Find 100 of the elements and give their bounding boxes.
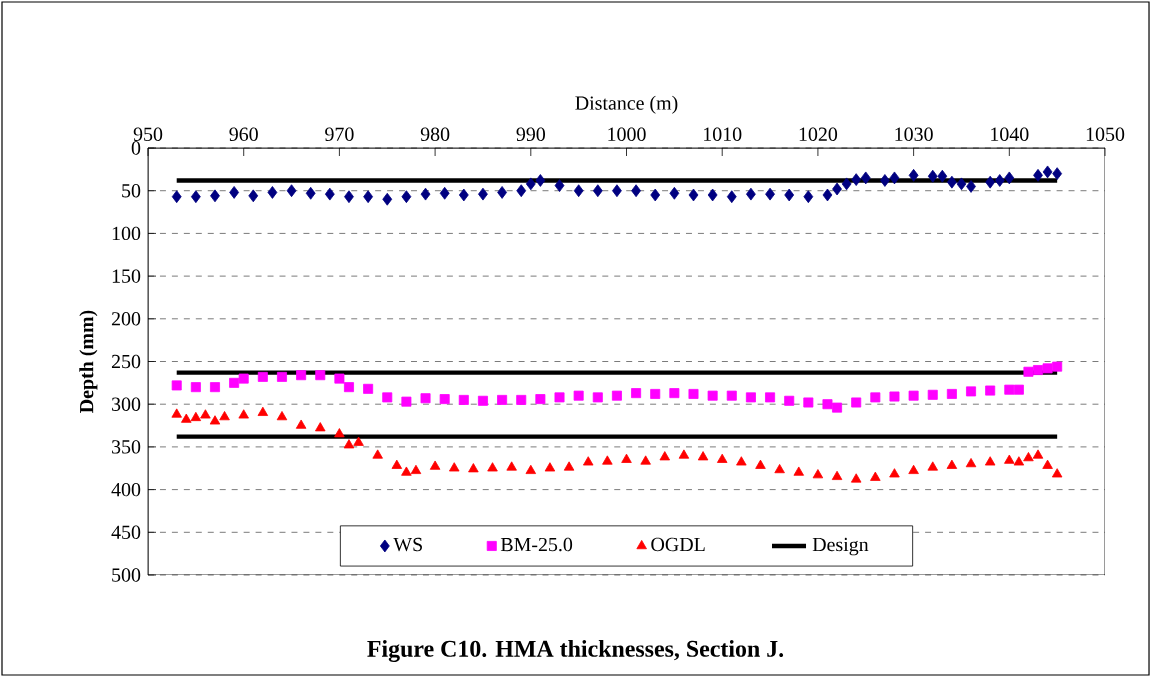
point	[277, 371, 287, 382]
point	[334, 428, 345, 438]
point	[439, 394, 450, 405]
point	[324, 187, 335, 201]
point	[315, 370, 326, 381]
point	[554, 179, 565, 192]
point	[181, 413, 192, 423]
point	[707, 390, 718, 401]
point	[1023, 366, 1034, 377]
point	[870, 471, 881, 481]
point	[1051, 468, 1063, 478]
point	[276, 411, 288, 421]
point	[1023, 452, 1034, 462]
point	[525, 464, 537, 475]
point	[334, 373, 345, 384]
legend-label: Design	[812, 537, 869, 556]
point	[1042, 363, 1053, 374]
point	[458, 394, 469, 405]
point	[229, 186, 240, 199]
point	[755, 459, 766, 469]
point	[210, 189, 220, 203]
point	[745, 392, 756, 403]
point	[956, 177, 967, 191]
point	[851, 397, 862, 408]
point	[497, 394, 508, 405]
point	[554, 392, 565, 403]
point	[669, 388, 680, 399]
point	[171, 380, 182, 391]
point	[678, 449, 690, 459]
point	[238, 373, 249, 384]
point	[219, 411, 230, 421]
x-tick-label: 970	[325, 127, 354, 141]
point	[468, 463, 479, 473]
y-tick-label: 400	[111, 482, 141, 497]
point	[621, 453, 632, 463]
point	[563, 461, 575, 471]
point	[1033, 168, 1043, 182]
point	[1004, 384, 1015, 395]
legend-label: BM-25.0	[500, 537, 573, 552]
point	[994, 174, 1005, 187]
point	[659, 451, 671, 461]
point	[650, 188, 661, 202]
point	[688, 188, 699, 202]
point	[985, 175, 996, 189]
point	[343, 382, 354, 393]
point	[1033, 365, 1043, 376]
point	[946, 388, 957, 399]
point	[927, 461, 938, 471]
point	[478, 187, 488, 201]
point	[190, 411, 202, 422]
point	[410, 464, 422, 475]
y-tick-label: 0	[131, 141, 141, 155]
point	[267, 186, 278, 199]
point	[765, 187, 775, 201]
point	[344, 190, 354, 204]
point	[650, 388, 661, 399]
point	[1052, 167, 1063, 181]
point	[401, 396, 412, 407]
point	[171, 408, 182, 418]
y-tick-label: 500	[112, 568, 141, 582]
point	[420, 187, 431, 201]
point	[210, 382, 220, 393]
point	[832, 182, 842, 196]
point	[841, 177, 852, 191]
point	[822, 399, 833, 410]
point	[736, 456, 747, 466]
point	[640, 455, 651, 465]
point	[525, 177, 536, 191]
point	[391, 459, 403, 469]
point	[171, 190, 182, 204]
point	[1013, 456, 1025, 466]
point	[612, 184, 622, 198]
x-tick-label: 1030	[895, 127, 933, 141]
point	[305, 186, 316, 200]
x-tick-label: 960	[229, 127, 258, 141]
point	[937, 169, 948, 183]
point	[765, 392, 776, 403]
point	[697, 451, 709, 461]
point	[784, 188, 795, 202]
y-tick-label: 50	[122, 183, 141, 198]
point	[889, 171, 900, 185]
y-tick-label: 100	[112, 226, 141, 241]
point	[372, 449, 383, 459]
point	[946, 459, 958, 469]
point	[611, 390, 622, 401]
point	[592, 392, 603, 403]
point	[831, 470, 843, 480]
point	[822, 188, 833, 202]
y-tick-label: 300	[112, 397, 141, 411]
point	[190, 190, 201, 204]
point	[1004, 171, 1015, 185]
point	[726, 190, 737, 204]
point	[535, 174, 546, 187]
point	[382, 392, 393, 403]
point	[1032, 449, 1044, 459]
point	[582, 456, 594, 466]
point	[363, 190, 373, 204]
point	[1013, 384, 1024, 395]
x-tick-label: 980	[420, 127, 450, 141]
point	[477, 395, 488, 406]
